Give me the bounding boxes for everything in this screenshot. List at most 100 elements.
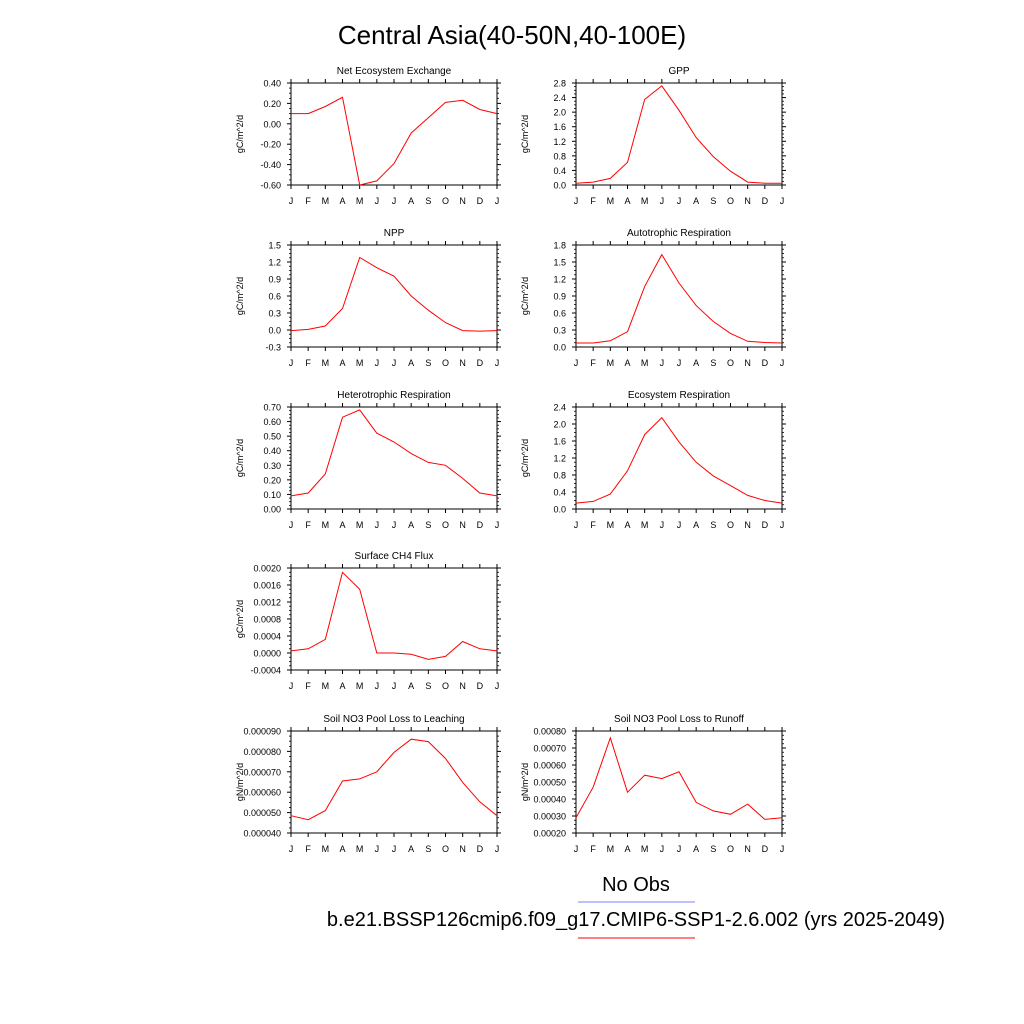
y-tick-label: 0.40: [263, 79, 281, 89]
x-tick-label: N: [459, 196, 466, 206]
y-tick-label: 1.2: [553, 275, 566, 285]
y-tick-label: 1.5: [553, 258, 566, 268]
y-tick-label: 0.00: [263, 505, 281, 515]
x-tick-label: J: [392, 844, 397, 854]
x-tick-label: J: [375, 196, 380, 206]
y-tick-label: 0.000080: [243, 747, 281, 757]
x-tick-label: J: [289, 844, 294, 854]
x-tick-label: F: [590, 196, 596, 206]
x-tick-label: J: [677, 844, 682, 854]
x-tick-label: D: [762, 844, 769, 854]
x-tick-label: N: [459, 520, 466, 530]
x-tick-label: J: [392, 358, 397, 368]
panel-title: GPP: [668, 66, 689, 77]
x-tick-label: A: [624, 520, 630, 530]
x-tick-label: N: [744, 196, 751, 206]
series-line: [575, 736, 783, 820]
legend-obs-label: No Obs: [602, 874, 670, 896]
x-tick-label: O: [442, 681, 449, 691]
y-tick-label: 0.40: [263, 446, 281, 456]
x-tick-label: F: [590, 358, 596, 368]
x-tick-label: A: [339, 844, 345, 854]
x-tick-label: O: [442, 520, 449, 530]
panel-6: Ecosystem Respiration 2.4 2.0 1.6 1.2 0.8 0.4 0…: [520, 390, 786, 530]
x-tick-label: O: [727, 196, 734, 206]
y-tick-label: 2.8: [553, 79, 566, 89]
y-tick-label: 0.8: [553, 151, 566, 161]
x-tick-label: S: [425, 520, 431, 530]
y-tick-label: 1.2: [553, 137, 566, 147]
y-tick-label: 0.20: [263, 475, 281, 485]
x-tick-label: D: [762, 520, 769, 530]
y-tick-label: 0.00020: [533, 829, 566, 839]
legend-model-label: b.e21.BSSP126cmip6.f09_g17.CMIP6-SSP1-2.…: [327, 909, 945, 931]
x-tick-label: S: [425, 358, 431, 368]
plot-frame: [290, 567, 498, 671]
y-tick-label: 2.0: [553, 420, 566, 430]
x-tick-label: J: [495, 358, 500, 368]
y-tick-label: 1.6: [553, 437, 566, 447]
x-tick-label: M: [322, 681, 330, 691]
legend: No Obs b.e21.BSSP126cmip6.f09_g17.CMIP6-…: [327, 874, 945, 939]
y-axis-label: gN/m^2/d: [520, 763, 530, 801]
x-tick-label: M: [356, 681, 364, 691]
y-tick-label: 0.9: [268, 275, 281, 285]
x-tick-label: F: [590, 520, 596, 530]
x-tick-label: F: [305, 681, 311, 691]
x-tick-label: J: [660, 196, 665, 206]
x-tick-label: J: [780, 358, 785, 368]
y-tick-label: 0.000090: [243, 727, 281, 737]
y-tick-label: 1.2: [268, 258, 281, 268]
x-tick-label: F: [305, 844, 311, 854]
y-tick-label: 0.20: [263, 99, 281, 109]
x-tick-label: N: [459, 844, 466, 854]
panel-4: Autotrophic Respiration 1.8 1.5 1.2 0.9 0.6 0.…: [520, 228, 786, 368]
x-tick-label: A: [339, 520, 345, 530]
y-axis-label: gC/m^2/d: [520, 277, 530, 315]
x-tick-label: J: [677, 358, 682, 368]
x-tick-label: J: [495, 520, 500, 530]
x-tick-label: M: [607, 358, 615, 368]
y-tick-label: 0.0: [553, 181, 566, 191]
x-tick-label: M: [641, 520, 649, 530]
x-tick-label: F: [305, 358, 311, 368]
y-tick-label: 0.30: [263, 461, 281, 471]
x-tick-label: J: [289, 520, 294, 530]
y-tick-label: 2.4: [553, 403, 566, 413]
series-line: [290, 256, 498, 332]
y-tick-label: 0.00080: [533, 727, 566, 737]
x-tick-label: A: [408, 681, 414, 691]
x-tick-label: S: [425, 196, 431, 206]
y-tick-label: 0.000050: [243, 808, 281, 818]
y-tick-label: 0.3: [553, 326, 566, 336]
x-tick-label: M: [322, 844, 330, 854]
panel-title: Surface CH4 Flux: [355, 551, 434, 562]
panel-7: Surface CH4 Flux 0.0020 0.0016 0.0012 0.0008…: [235, 551, 501, 691]
y-tick-label: -0.40: [260, 160, 281, 170]
x-tick-label: M: [356, 358, 364, 368]
x-tick-label: N: [459, 358, 466, 368]
y-axis-label: gC/m^2/d: [235, 115, 245, 153]
x-tick-label: N: [744, 844, 751, 854]
x-tick-label: J: [392, 520, 397, 530]
x-tick-label: J: [660, 358, 665, 368]
x-tick-label: S: [710, 844, 716, 854]
x-tick-label: A: [624, 844, 630, 854]
y-tick-label: 0.000060: [243, 788, 281, 798]
x-tick-label: M: [607, 844, 615, 854]
x-tick-label: M: [607, 196, 615, 206]
x-tick-label: A: [408, 520, 414, 530]
x-tick-label: D: [477, 520, 484, 530]
y-tick-label: 0.3: [268, 309, 281, 319]
x-tick-label: J: [660, 844, 665, 854]
panel-8: Soil NO3 Pool Loss to Leaching 0.000090 0.…: [235, 714, 501, 854]
x-tick-label: O: [727, 520, 734, 530]
y-tick-label: 0.00060: [533, 761, 566, 771]
x-tick-label: D: [477, 681, 484, 691]
x-tick-label: D: [762, 358, 769, 368]
x-tick-label: A: [339, 681, 345, 691]
series-line: [290, 571, 498, 660]
x-tick-label: J: [677, 196, 682, 206]
